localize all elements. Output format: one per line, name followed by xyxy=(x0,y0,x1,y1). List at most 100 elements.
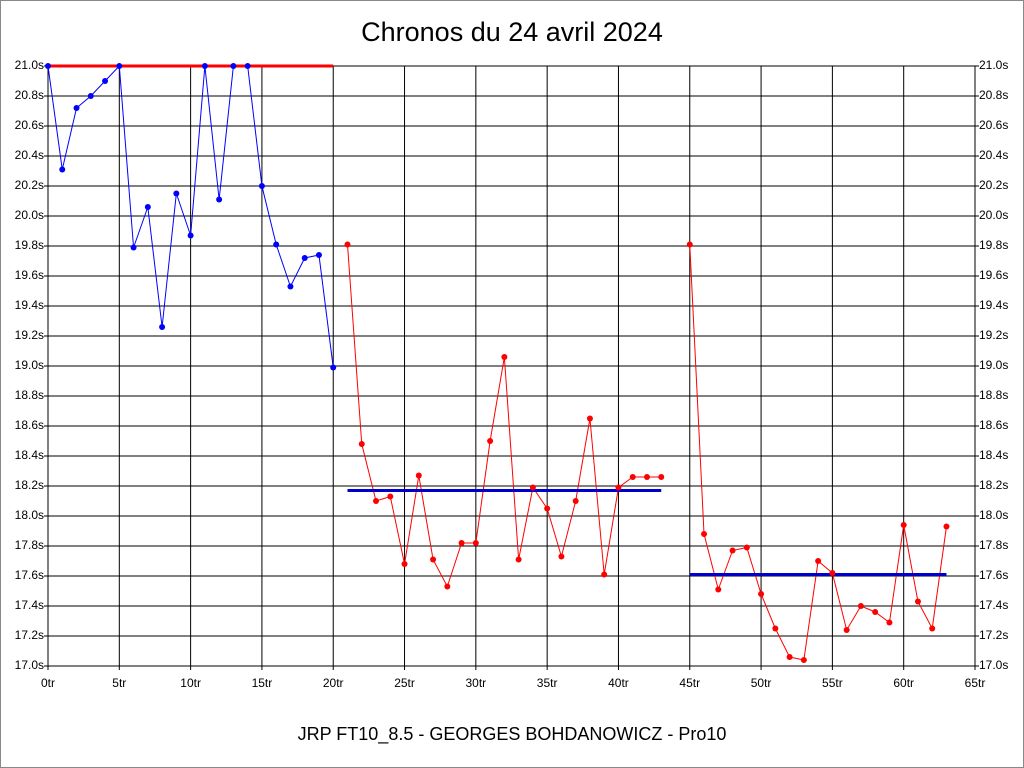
data-point xyxy=(330,364,337,371)
data-point xyxy=(929,625,936,632)
data-point xyxy=(144,204,151,210)
data-point xyxy=(59,166,66,173)
data-point xyxy=(815,558,822,564)
data-point xyxy=(273,241,280,248)
y2-tick-label: 18.2s xyxy=(979,478,1008,492)
plot-border xyxy=(47,65,976,667)
y-tick-label: 19.4s xyxy=(15,298,44,312)
y2-tick-label: 19.4s xyxy=(979,298,1008,312)
y-tick-label: 18.8s xyxy=(15,388,44,402)
y-tick-label: 18.4s xyxy=(15,448,44,462)
y-tick-label: 17.2s xyxy=(15,628,44,642)
y-tick-label: 20.0s xyxy=(15,208,44,222)
data-point xyxy=(230,63,237,69)
data-point xyxy=(601,571,608,578)
data-point xyxy=(857,603,864,609)
x-tick-label: 10tr xyxy=(180,676,201,690)
x-tick-label: 50tr xyxy=(751,676,772,690)
y2-tick-label: 17.6s xyxy=(979,568,1008,582)
y-tick-label: 20.6s xyxy=(15,118,44,132)
x-tick-label: 15tr xyxy=(252,676,273,690)
y2-tick-label: 18.8s xyxy=(979,388,1008,402)
data-point xyxy=(102,78,109,84)
data-point xyxy=(572,498,579,504)
y2-tick-label: 20.0s xyxy=(979,208,1008,222)
data-point xyxy=(629,474,636,480)
y2-tick-label: 17.8s xyxy=(979,538,1008,552)
y2-tick-label: 20.8s xyxy=(979,88,1008,102)
x-tick-label: 0tr xyxy=(41,676,55,690)
y-tick-label: 19.2s xyxy=(15,328,44,342)
y-tick-label: 21.0s xyxy=(15,58,44,72)
data-point xyxy=(173,190,180,197)
data-point xyxy=(743,544,750,551)
y2-tick-label: 19.2s xyxy=(979,328,1008,342)
data-point xyxy=(658,474,665,480)
data-point xyxy=(501,354,508,360)
data-point xyxy=(415,472,422,479)
y2-tick-label: 19.0s xyxy=(979,358,1008,372)
data-point xyxy=(344,241,351,248)
data-point xyxy=(829,570,836,576)
data-point xyxy=(558,553,565,560)
x-tick-label: 60tr xyxy=(893,676,914,690)
y-tick-label: 20.2s xyxy=(15,178,44,192)
data-point xyxy=(729,547,736,554)
data-point xyxy=(401,561,408,567)
y2-tick-label: 20.6s xyxy=(979,118,1008,132)
data-point xyxy=(758,591,765,597)
data-point xyxy=(373,498,380,504)
data-point xyxy=(301,255,308,261)
x-tick-label: 35tr xyxy=(537,676,558,690)
x-tick-label: 25tr xyxy=(394,676,415,690)
data-point xyxy=(715,586,722,593)
y-tick-label: 18.0s xyxy=(15,508,44,522)
x-tick-label: 40tr xyxy=(608,676,629,690)
data-point xyxy=(800,657,807,663)
data-point xyxy=(159,324,166,330)
x-tick-label: 5tr xyxy=(112,676,126,690)
data-point xyxy=(187,232,194,239)
y-tick-label: 17.4s xyxy=(15,598,44,612)
data-point xyxy=(315,252,322,258)
data-point xyxy=(458,540,465,546)
data-point xyxy=(45,63,51,69)
y2-tick-label: 19.8s xyxy=(979,238,1008,252)
data-point xyxy=(444,583,451,590)
data-point xyxy=(772,625,779,632)
data-point xyxy=(914,598,921,605)
y2-tick-label: 17.0s xyxy=(979,658,1008,672)
data-point xyxy=(358,441,365,447)
y-tick-label: 19.0s xyxy=(15,358,44,372)
data-point xyxy=(586,415,593,422)
data-point xyxy=(615,484,622,491)
data-point xyxy=(544,505,551,512)
data-point xyxy=(643,474,650,480)
x-tick-label: 65tr xyxy=(965,676,986,690)
y-tick-label: 18.2s xyxy=(15,478,44,492)
data-point xyxy=(73,105,80,111)
data-point xyxy=(515,556,522,563)
y-tick-label: 19.6s xyxy=(15,268,44,282)
y-tick-label: 20.8s xyxy=(15,88,44,102)
chart-subtitle: JRP FT10_8.5 - GEORGES BOHDANOWICZ - Pro… xyxy=(298,724,727,745)
y-tick-label: 19.8s xyxy=(15,238,44,252)
x-tick-label: 20tr xyxy=(323,676,344,690)
data-point xyxy=(244,63,251,69)
x-tick-label: 45tr xyxy=(679,676,700,690)
data-point xyxy=(201,63,208,69)
y-tick-label: 17.8s xyxy=(15,538,44,552)
data-point xyxy=(387,493,394,500)
data-point xyxy=(287,283,294,290)
data-point xyxy=(258,183,265,189)
data-point xyxy=(943,523,950,530)
x-tick-label: 30tr xyxy=(466,676,487,690)
data-point xyxy=(872,609,879,615)
data-point xyxy=(900,522,907,528)
data-point xyxy=(472,540,479,546)
y-tick-label: 18.6s xyxy=(15,418,44,432)
y2-tick-label: 18.0s xyxy=(979,508,1008,522)
data-point xyxy=(216,196,223,203)
y-tick-label: 17.6s xyxy=(15,568,44,582)
